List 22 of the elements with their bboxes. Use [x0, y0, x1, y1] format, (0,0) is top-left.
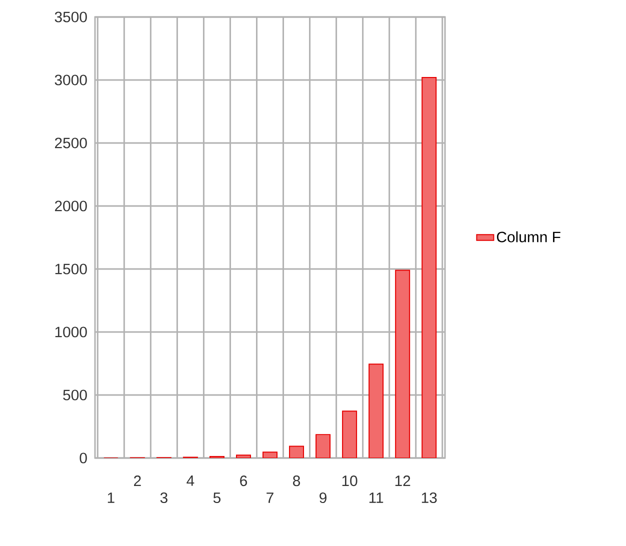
x-tick-label: 6 — [240, 476, 247, 486]
x-tick-label: 8 — [293, 476, 300, 486]
y-tick-label: 3500 — [54, 12, 87, 22]
x-tick-label: 10 — [342, 476, 358, 486]
x-tick-label: 4 — [186, 476, 194, 486]
x-tick-label: 5 — [213, 492, 221, 504]
y-tick-label: 3000 — [54, 74, 87, 86]
x-tick-label: 3 — [160, 492, 168, 504]
y-tick-label: 500 — [63, 390, 87, 400]
x-tick-label: 1 — [108, 492, 114, 503]
y-tick-label: 0 — [80, 452, 87, 464]
y-tick-label: 1500 — [55, 264, 87, 274]
y-tick-label: 2500 — [54, 138, 87, 148]
legend-label: Column F — [496, 231, 560, 242]
y-tick-label: 2000 — [54, 200, 87, 212]
y-tick-label: 1000 — [55, 326, 87, 338]
x-tick-label: 13 — [422, 492, 437, 504]
x-tick-label: 2 — [134, 476, 141, 486]
x-tick-label: 7 — [266, 492, 274, 503]
x-tick-label: 9 — [320, 492, 326, 504]
x-tick-label: 12 — [395, 476, 410, 486]
x-tick-label: 11 — [369, 492, 384, 503]
